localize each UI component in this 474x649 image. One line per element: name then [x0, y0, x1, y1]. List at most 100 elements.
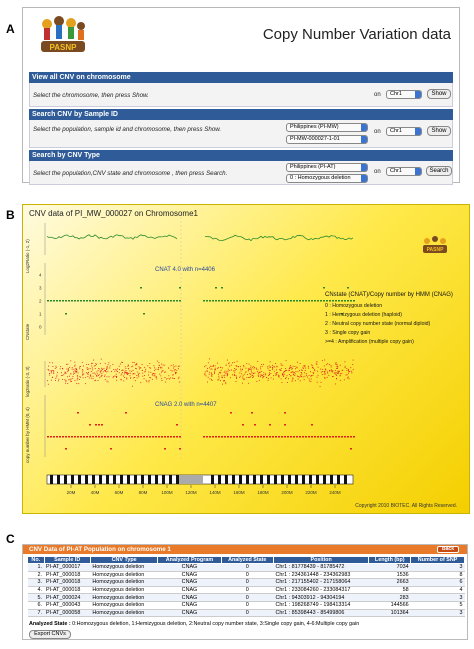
copy-number-point [317, 436, 319, 438]
ideogram-band [134, 475, 137, 484]
log2ratio-point [92, 362, 94, 364]
copy-number-point [257, 436, 259, 438]
cnstate-point [101, 300, 103, 302]
log2ratio-point [113, 369, 115, 370]
table-row[interactable]: 5. PI-AT_000024 Homozygous deletion CNAG 0 Ch… [27, 593, 465, 602]
log2ratio-point [126, 371, 128, 373]
log2ratio-point [178, 376, 180, 378]
chromosome-select[interactable]: Chr1 [386, 167, 422, 176]
export-cnvs-button[interactable]: Export CNVs [29, 630, 71, 639]
log2ratio-point [266, 377, 268, 378]
log2ratio-point [173, 366, 175, 368]
table-row[interactable]: 6. PI-AT_000043 Homozygous deletion CNAG 0 Ch… [27, 601, 465, 610]
log2ratio-point [226, 359, 228, 361]
log2ratio-point [220, 380, 221, 382]
log2ratio-point [217, 362, 218, 364]
log2ratio-point [87, 371, 89, 373]
chromosome-select[interactable]: Chr1 [386, 90, 422, 99]
log2ratio-point [275, 375, 277, 376]
log2ratio-point [302, 376, 304, 378]
copy-number-point [245, 436, 247, 438]
log2ratio-point [172, 374, 174, 376]
log2ratio-point [237, 366, 239, 368]
log2ratio-point [223, 372, 225, 373]
copy-number-point [53, 436, 55, 438]
cnstate-point [170, 300, 172, 302]
population-select[interactable]: Philippines (PI-MW) [286, 123, 368, 132]
log2ratio-point [261, 370, 263, 372]
search-button[interactable]: Search [426, 166, 452, 176]
ideogram-band [288, 475, 291, 484]
log2ratio-point [76, 383, 78, 384]
log2ratio-point [290, 366, 292, 368]
cnv-state-select[interactable]: 0 : Homozygous deletion [286, 174, 368, 183]
log2ratio-point [81, 369, 83, 370]
log2ratio-point [95, 363, 97, 365]
select-arrow-icon [361, 164, 367, 171]
log2ratio-point [161, 370, 163, 372]
logo-text: PASNP [427, 247, 445, 253]
copy-number-point [281, 436, 283, 438]
log2ratio-point [241, 373, 243, 375]
log2ratio-point [291, 368, 293, 369]
cnstate-point [341, 300, 343, 302]
population-select[interactable]: Philippines (PI-AT) [286, 163, 368, 172]
chromosome-select[interactable]: Chr1 [386, 127, 422, 136]
log2ratio-point [85, 372, 87, 374]
table-cell: CNAG [157, 601, 222, 610]
log2ratio-point [90, 377, 92, 379]
cnstate-point [323, 300, 325, 302]
log2ratio-point [210, 373, 212, 375]
ideogram-band [253, 475, 256, 484]
ideogram-tick-label: 200M [281, 490, 293, 495]
cnstate-point [338, 300, 340, 302]
log2ratio-point [339, 379, 341, 381]
show-button[interactable]: Show [427, 89, 451, 99]
log2ratio-point [170, 365, 172, 367]
table-cell: 101364 [368, 609, 411, 618]
log2ratio-point [284, 370, 286, 371]
log2ratio-point [341, 369, 343, 371]
log2ratio-point [126, 372, 127, 374]
copy-number-point [92, 436, 94, 438]
cnv-plot: 4 3 2 1 0 20M 40M 60M 80M 100M 120M 140M 160M 180M 200… [25, 217, 447, 495]
log2ratio-point [96, 373, 98, 375]
log2ratio-point [324, 368, 326, 370]
table-row[interactable]: 7. PI-AT_000058 Homozygous deletion CNAG 0 Ch… [27, 609, 465, 618]
cnstate-point [320, 300, 322, 302]
log2ratio-point [317, 370, 319, 372]
back-button[interactable]: Back [437, 546, 459, 553]
log2ratio-point [255, 367, 257, 369]
table-cell: 0 [221, 593, 274, 602]
table-row[interactable]: 2. PI-AT_000018 Homozygous deletion CNAG 0 Ch… [27, 571, 465, 580]
log2ratio-point [223, 380, 224, 382]
log2ratio-point [104, 362, 106, 364]
cnstate-point [179, 287, 181, 289]
copy-number-point [65, 436, 67, 438]
cnstate-tick: 1 [39, 312, 42, 317]
table-row[interactable]: 4. PI-AT_000018 Homozygous deletion CNAG 0 Ch… [27, 586, 465, 595]
log2ratio-point [352, 359, 354, 361]
log2ratio-point [123, 380, 125, 382]
cnstate-point [155, 300, 157, 302]
select-arrow-icon [415, 128, 421, 135]
show-button[interactable]: Show [427, 126, 451, 136]
log2ratio-point [265, 373, 267, 375]
log2ratio-point [92, 369, 94, 371]
copy-number-point [311, 436, 313, 438]
copy-number-point [59, 436, 61, 438]
log2ratio-point [235, 369, 236, 371]
log2ratio-point [65, 372, 67, 374]
log2ratio-point [225, 364, 227, 366]
table-row[interactable]: 3. PI-AT_000018 Homozygous deletion CNAG 0 Ch… [27, 578, 465, 587]
log2ratio-point [323, 370, 325, 372]
cnstate-point [263, 300, 265, 302]
log2ratio-point [350, 367, 352, 369]
cnstate-point [266, 300, 268, 302]
sample-id-select[interactable]: PI-MW-000027-1-01 [286, 135, 368, 144]
log2ratio-point [243, 365, 245, 366]
log2ratio-point [302, 366, 304, 368]
table-row[interactable]: 1. PI-AT_000017 Homozygous deletion CNAG 0 Ch… [27, 563, 465, 572]
cnv-results-panel: CNV Data of PI-AT Population on chromoso… [22, 544, 468, 640]
log2ratio-point [79, 376, 81, 378]
